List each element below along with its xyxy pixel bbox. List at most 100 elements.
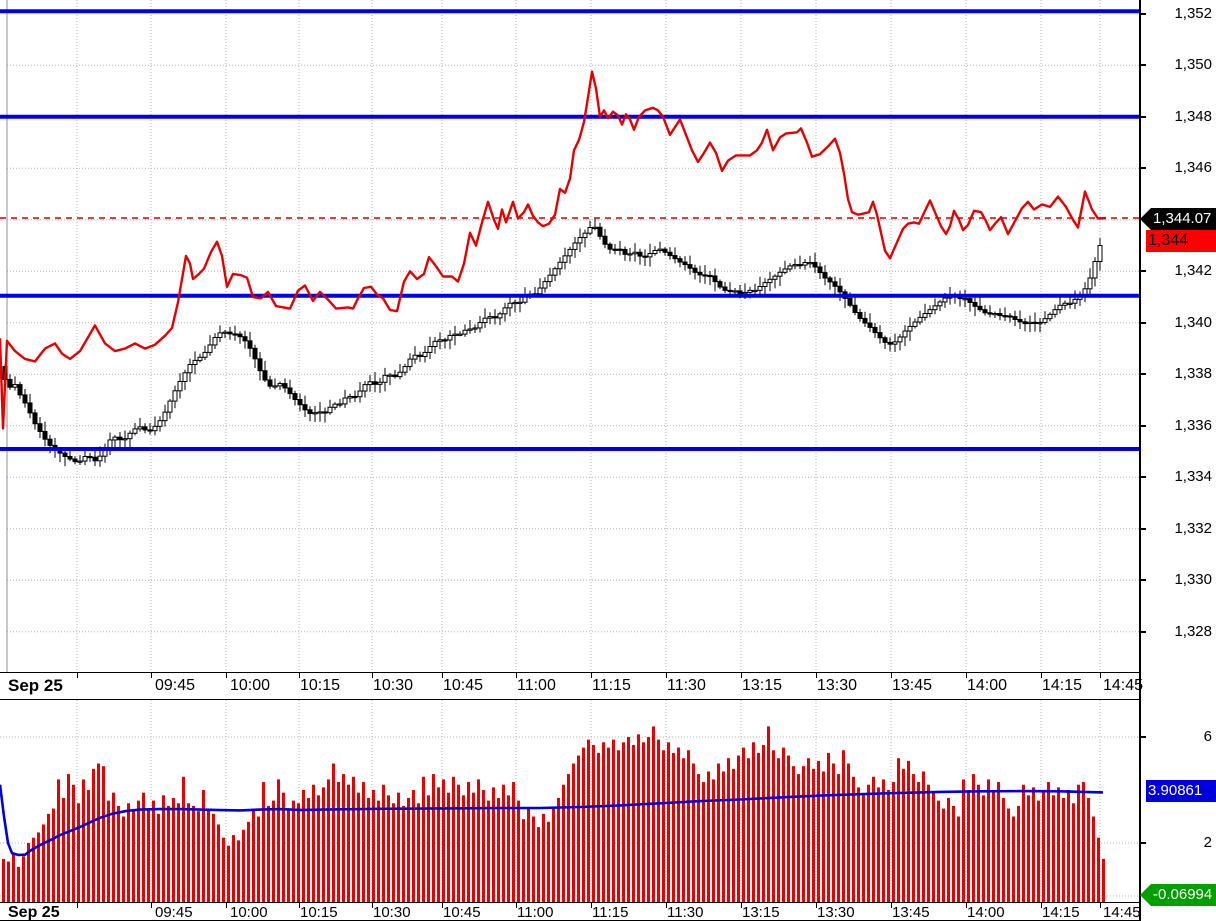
volume-canvas[interactable] <box>0 700 1140 902</box>
date-label: Sep 25 <box>8 904 60 921</box>
last-price-badge: 1,344.07 <box>1140 208 1216 230</box>
time-tick <box>442 903 443 908</box>
axis-tick <box>1140 736 1146 738</box>
time-label: 14:45 <box>1103 677 1144 694</box>
time-tick <box>741 903 742 908</box>
price-axis-label: 1,346 <box>1174 159 1212 177</box>
time-tick <box>442 673 443 678</box>
time-label: 13:15 <box>742 904 780 921</box>
axis-tick <box>1140 12 1146 15</box>
time-label: 10:30 <box>373 677 414 694</box>
time-tick <box>77 903 78 908</box>
last-trade-badge: 1,344 <box>1146 230 1216 252</box>
time-tick <box>666 903 667 908</box>
time-label: 11:15 <box>592 677 631 694</box>
time-label: 11:00 <box>517 904 554 921</box>
time-tick <box>741 673 742 678</box>
time-tick <box>299 903 300 908</box>
time-tick <box>151 903 152 908</box>
time-label: 14:00 <box>967 904 1005 921</box>
time-tick <box>591 903 592 908</box>
time-label: 10:00 <box>230 904 268 921</box>
time-tick <box>891 673 892 678</box>
axis-tick <box>1140 842 1146 844</box>
price-axis-label: 1,338 <box>1174 365 1212 383</box>
price-chart-panel[interactable] <box>0 0 1140 672</box>
time-label: 11:30 <box>667 677 706 694</box>
time-label: 14:15 <box>1042 677 1083 694</box>
price-axis-label: 1,352 <box>1174 4 1212 22</box>
time-tick <box>1041 673 1042 678</box>
time-label: 10:30 <box>373 904 411 921</box>
time-label: 11:30 <box>667 904 704 921</box>
time-label: 11:00 <box>517 677 556 694</box>
time-label: 10:15 <box>300 677 341 694</box>
price-axis-label: 1,350 <box>1174 56 1212 74</box>
price-axis-label: 1,336 <box>1174 416 1212 434</box>
time-tick <box>816 673 817 678</box>
axis-tick <box>1140 527 1146 530</box>
time-axis-sub: Sep 25 09:45 10:00 10:15 10:30 10:45 11:00 11:… <box>0 902 1141 921</box>
time-label: 14:00 <box>967 677 1008 694</box>
axis-tick <box>1140 115 1146 118</box>
time-tick <box>591 673 592 678</box>
time-tick <box>966 903 967 908</box>
time-label: 14:45 <box>1103 904 1141 921</box>
time-tick <box>1041 903 1042 908</box>
time-tick <box>372 903 373 908</box>
price-axis-label: 1,332 <box>1174 519 1212 537</box>
time-tick <box>151 673 152 678</box>
time-label: 13:30 <box>817 904 855 921</box>
time-label: 11:15 <box>592 904 629 921</box>
time-label: 10:45 <box>443 904 481 921</box>
axis-tick <box>1140 64 1146 67</box>
price-axis-column: 1,352 1,350 1,348 1,346 1,342 1,340 1,338 1,336… <box>1140 0 1216 921</box>
indicator-value-badge: -0.06994 <box>1140 884 1216 906</box>
price-axis-label: 1,328 <box>1174 622 1212 640</box>
volume-axis-label: 6 <box>1203 728 1212 745</box>
time-label: 13:45 <box>892 677 933 694</box>
left-arrow-icon <box>1140 208 1151 230</box>
time-label: 10:00 <box>230 677 271 694</box>
time-label: 09:45 <box>155 904 193 921</box>
axis-tick <box>1140 373 1146 376</box>
price-axis-label: 1,342 <box>1174 262 1212 280</box>
time-label: 10:15 <box>300 904 338 921</box>
time-label: 14:15 <box>1042 904 1080 921</box>
time-tick <box>226 903 227 908</box>
time-tick <box>816 903 817 908</box>
price-axis-label: 1,334 <box>1174 468 1212 486</box>
time-label: 09:45 <box>155 677 196 694</box>
axis-tick <box>1140 630 1146 633</box>
time-tick <box>226 673 227 678</box>
time-tick <box>891 903 892 908</box>
price-axis-label: 1,340 <box>1174 313 1212 331</box>
axis-tick <box>1140 167 1146 170</box>
axis-tick <box>1140 270 1146 273</box>
volume-panel[interactable] <box>0 700 1140 902</box>
time-tick <box>77 673 78 678</box>
time-tick <box>966 673 967 678</box>
axis-separator-line <box>1139 0 1141 921</box>
time-tick <box>666 673 667 678</box>
time-tick <box>1100 673 1101 678</box>
volume-average-badge: 3.90861 <box>1146 780 1216 802</box>
time-tick <box>1100 903 1101 908</box>
volume-axis-label: 2 <box>1203 834 1212 851</box>
time-label: 10:45 <box>443 677 484 694</box>
time-tick <box>299 673 300 678</box>
time-tick <box>372 673 373 678</box>
left-arrow-icon <box>1140 884 1151 906</box>
time-tick <box>516 673 517 678</box>
time-label: 13:30 <box>817 677 858 694</box>
price-chart-canvas[interactable] <box>0 0 1140 672</box>
time-label: 13:15 <box>742 677 783 694</box>
time-axis-main: Sep 25 09:45 10:00 10:15 10:30 10:45 11:00 11:… <box>0 672 1144 700</box>
axis-tick <box>1140 424 1146 427</box>
axis-tick <box>1140 321 1146 324</box>
price-axis-label: 1,348 <box>1174 107 1212 125</box>
price-axis-label: 1,330 <box>1174 571 1212 589</box>
date-label: Sep 25 <box>8 676 63 695</box>
axis-tick <box>1140 476 1146 479</box>
